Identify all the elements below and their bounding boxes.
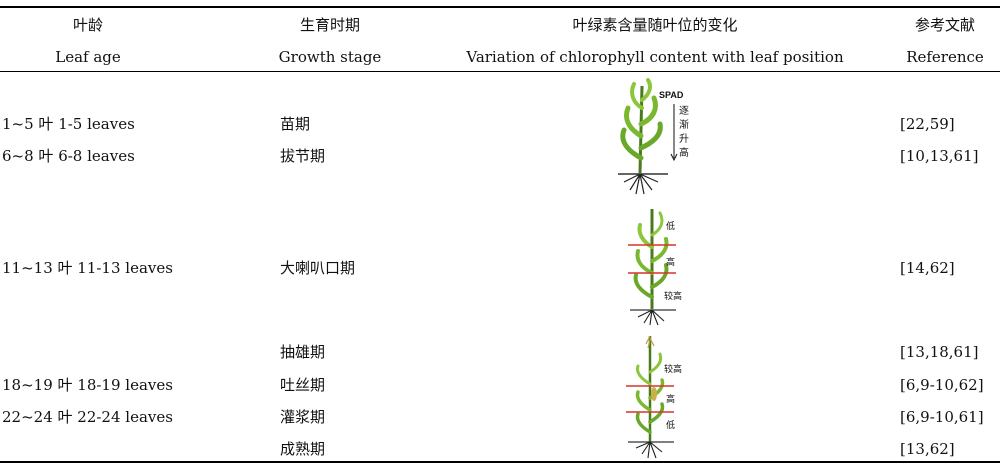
row6-leaf-age: 22~24 叶 22-24 leaves	[2, 408, 173, 426]
header-leaf-age-en: Leaf age	[55, 48, 121, 66]
arrow-text-4: 高	[679, 146, 689, 159]
fig2-label-higher: 较高	[664, 290, 682, 302]
bottom-rule	[0, 461, 1000, 463]
row5-reference: [6,9-10,62]	[900, 376, 984, 394]
arrow-text-2: 渐	[679, 118, 689, 131]
header-leaf-age-cn: 叶龄	[72, 16, 103, 34]
row2-stage: 拔节期	[280, 147, 326, 165]
row5-stage: 吐丝期	[280, 376, 326, 394]
header-rule	[0, 71, 1000, 72]
fig2-label-low: 低	[666, 220, 675, 232]
header-variation-cn: 叶绿素含量随叶位的变化	[572, 16, 738, 34]
arrow-text-1: 逐	[679, 105, 689, 117]
row1-leaf-age: 1~5 叶 1-5 leaves	[2, 115, 135, 133]
row1-reference: [22,59]	[900, 115, 955, 133]
header-growth-stage-en: Growth stage	[278, 48, 382, 66]
row2-reference: [10,13,61]	[900, 147, 979, 165]
arrow-text-3: 升	[679, 133, 689, 145]
header-reference-en: Reference	[906, 48, 984, 66]
row7-stage: 成熟期	[280, 440, 326, 458]
header-growth-stage-cn: 生育时期	[299, 16, 360, 34]
row3-stage: 大喇叭口期	[280, 259, 356, 277]
fig3-label-higher: 较高	[664, 363, 682, 375]
top-rule	[0, 6, 1000, 8]
fig2-label-high: 高	[666, 256, 675, 268]
row3-leaf-age: 11~13 叶 11-13 leaves	[2, 259, 173, 277]
fig3-label-high: 高	[666, 393, 675, 405]
row5-leaf-age: 18~19 叶 18-19 leaves	[2, 376, 173, 394]
header-variation-en: Variation of chlorophyll content with le…	[466, 48, 844, 66]
row6-stage: 灌浆期	[280, 408, 326, 426]
row7-reference: [13,62]	[900, 440, 955, 458]
row4-stage: 抽雄期	[280, 343, 326, 361]
row4-reference: [13,18,61]	[900, 343, 979, 361]
header-reference-cn: 参考文献	[914, 16, 975, 34]
row1-stage: 苗期	[280, 115, 311, 133]
spad-label: SPAD	[659, 90, 684, 100]
row6-reference: [6,9-10,61]	[900, 408, 984, 426]
maize-plant-trumpet-figure: 低 高 较高	[628, 209, 682, 326]
maize-plant-seedling-figure: SPAD 逐 渐 升 高	[618, 78, 689, 195]
fig3-label-low: 低	[666, 419, 675, 431]
row3-reference: [14,62]	[900, 259, 955, 277]
row2-leaf-age: 6~8 叶 6-8 leaves	[2, 147, 135, 165]
maize-plant-mature-figure: 较高 高 低	[626, 335, 682, 459]
